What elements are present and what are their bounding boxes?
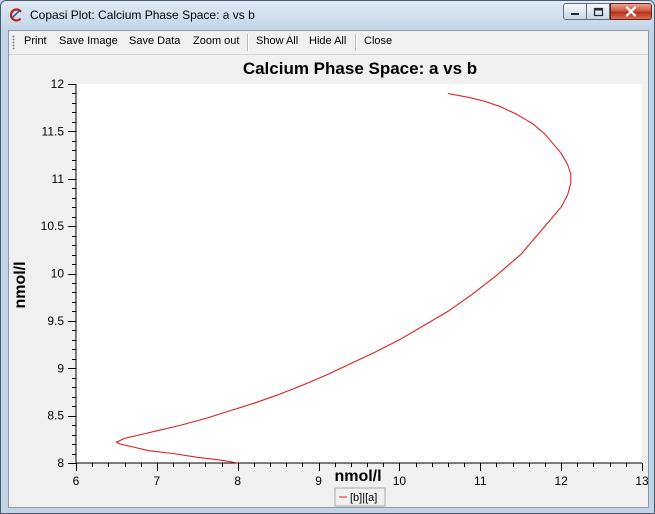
- plot-toolbar: Print Save Image Save Data Zoom out Show…: [9, 31, 648, 55]
- window-title: Copasi Plot: Calcium Phase Space: a vs b: [30, 8, 255, 22]
- series-layer: [115, 92, 572, 464]
- legend[interactable]: [b]|[a]: [334, 487, 386, 507]
- toolbar-separator: [355, 34, 357, 51]
- minimize-icon: [570, 7, 580, 17]
- x-tick-label: 9: [315, 474, 322, 488]
- toolbar-separator: [247, 34, 249, 51]
- plot-canvas[interactable]: [76, 84, 642, 463]
- y-tick-label: 11.5: [42, 124, 65, 138]
- title-bar[interactable]: Copasi Plot: Calcium Phase Space: a vs b: [1, 1, 654, 29]
- y-axis-label: nmol/l: [12, 261, 29, 308]
- legend-item-label: [b]|[a]: [350, 492, 377, 504]
- x-tick-label: 13: [635, 474, 648, 488]
- close-icon: [625, 6, 637, 17]
- copasi-logo-icon: [8, 7, 24, 23]
- save-image-button[interactable]: Save Image: [59, 35, 118, 47]
- print-button[interactable]: Print: [24, 35, 47, 47]
- x-tick-label: 8: [234, 474, 241, 488]
- minimize-button[interactable]: [563, 3, 587, 20]
- x-tick-label: 10: [393, 474, 407, 488]
- y-tick-label: 11: [52, 172, 65, 186]
- series-line: [115, 92, 572, 464]
- y-tick-label: 9: [57, 361, 64, 375]
- y-tick-label: 8: [57, 456, 64, 470]
- chart[interactable]: Calcium Phase Space: a vs b 8 8.5 9 9.5 10 10…: [9, 55, 648, 507]
- plot-area: Calcium Phase Space: a vs b 8 8.5 9 9.5 10 10…: [9, 55, 648, 507]
- x-axis: 6 7 8 9 10 11 12 13: [73, 462, 648, 488]
- x-tick-label: 12: [554, 474, 568, 488]
- toolbar-grip-icon[interactable]: [12, 35, 15, 50]
- hide-all-button[interactable]: Hide All: [309, 35, 347, 47]
- y-tick-label: 10.5: [41, 219, 65, 233]
- x-axis-label: nmol/l: [334, 468, 381, 485]
- chart-title: Calcium Phase Space: a vs b: [243, 59, 477, 78]
- x-tick-label: 6: [73, 474, 80, 488]
- close-plot-button[interactable]: Close: [364, 35, 393, 47]
- y-tick-label: 8.5: [47, 409, 64, 423]
- zoom-out-button[interactable]: Zoom out: [193, 35, 240, 47]
- close-window-button[interactable]: [610, 3, 652, 20]
- maximize-icon: [593, 7, 604, 17]
- maximize-button[interactable]: [586, 3, 610, 20]
- x-tick-label: 7: [154, 474, 161, 488]
- y-tick-label: 10: [51, 267, 65, 281]
- y-axis: 8 8.5 9 9.5 10 10.5 11 11.5 12: [41, 77, 77, 470]
- x-tick-label: 11: [474, 474, 487, 488]
- show-all-button[interactable]: Show All: [256, 35, 299, 47]
- y-tick-label: 12: [51, 77, 65, 91]
- y-tick-label: 9.5: [47, 314, 64, 328]
- save-data-button[interactable]: Save Data: [129, 35, 181, 47]
- plot-window-content: Print Save Image Save Data Zoom out Show…: [8, 30, 649, 508]
